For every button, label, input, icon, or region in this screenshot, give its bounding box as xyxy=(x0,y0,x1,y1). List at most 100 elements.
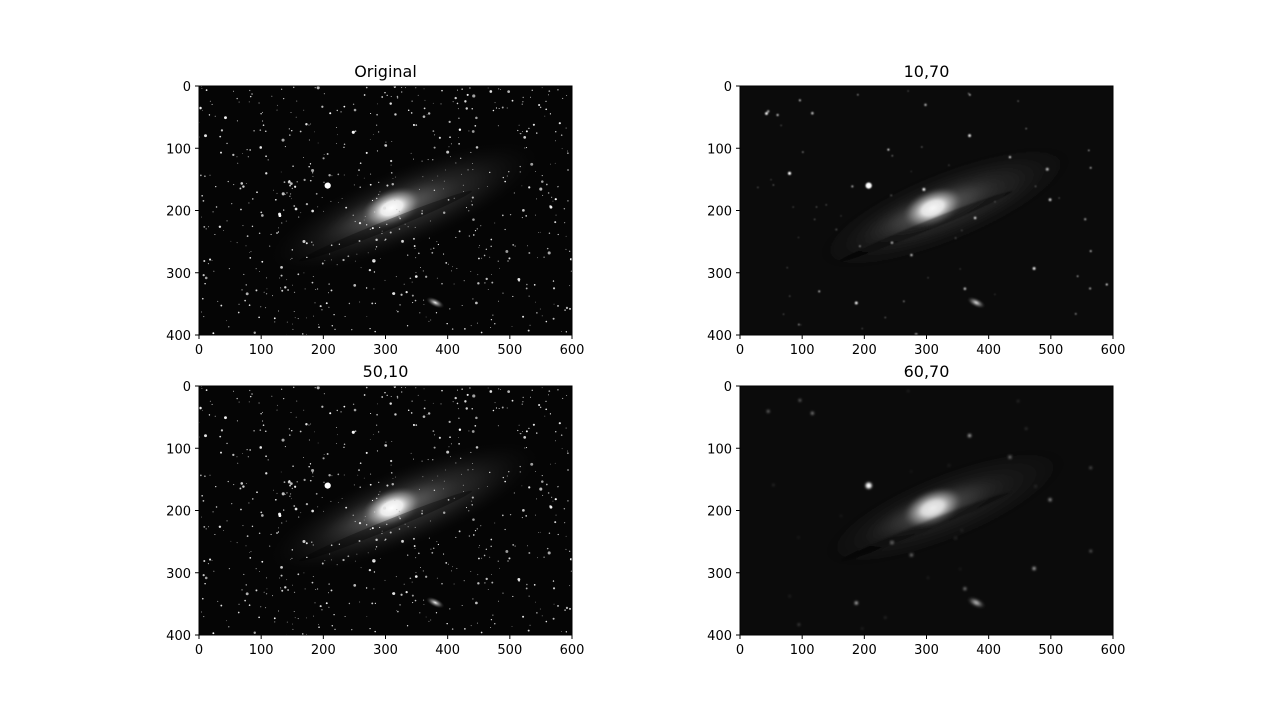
star xyxy=(201,194,204,197)
star xyxy=(329,412,332,415)
star xyxy=(414,299,417,302)
star xyxy=(294,317,296,319)
star xyxy=(330,244,333,247)
star xyxy=(291,487,293,490)
star xyxy=(390,396,392,398)
star xyxy=(461,473,462,475)
star xyxy=(284,586,287,589)
star xyxy=(321,562,324,565)
star xyxy=(347,255,350,258)
star xyxy=(456,102,459,105)
star xyxy=(448,446,450,448)
star xyxy=(378,181,380,183)
star xyxy=(256,491,258,494)
x-tick-label: 400 xyxy=(976,343,1001,358)
star xyxy=(323,454,325,456)
y-tick-label: 0 xyxy=(183,380,191,395)
x-axis: 0 100 200 300 400 500 600 xyxy=(195,335,584,358)
star xyxy=(367,552,369,554)
star xyxy=(565,127,567,129)
star xyxy=(483,554,486,557)
star xyxy=(411,594,414,597)
star xyxy=(564,222,566,224)
star xyxy=(528,595,530,597)
star xyxy=(431,551,434,554)
star xyxy=(364,216,366,217)
star xyxy=(507,560,509,562)
star xyxy=(250,251,252,253)
star xyxy=(281,289,284,292)
star xyxy=(441,89,443,92)
star xyxy=(539,106,542,109)
star xyxy=(217,300,219,302)
star xyxy=(321,497,323,498)
star xyxy=(477,582,480,585)
star xyxy=(280,588,282,590)
star xyxy=(565,606,569,610)
star xyxy=(470,271,472,273)
star xyxy=(425,316,427,318)
star xyxy=(528,486,531,489)
star xyxy=(474,424,477,427)
star xyxy=(468,430,470,432)
star xyxy=(433,547,435,550)
star xyxy=(543,256,545,258)
star xyxy=(305,242,308,245)
star xyxy=(528,186,531,189)
star xyxy=(462,184,464,186)
star xyxy=(270,233,272,236)
star xyxy=(334,628,336,630)
star xyxy=(481,257,483,259)
star xyxy=(477,574,479,576)
y-tick-label: 100 xyxy=(707,142,732,157)
star xyxy=(389,531,392,534)
star xyxy=(358,240,361,242)
star xyxy=(211,260,213,261)
star xyxy=(419,488,420,490)
star xyxy=(969,94,971,96)
star xyxy=(249,149,252,151)
star xyxy=(419,188,420,190)
star xyxy=(495,107,498,109)
star xyxy=(497,300,499,302)
satellite-galaxy xyxy=(426,296,445,309)
star xyxy=(1025,427,1027,430)
star xyxy=(421,212,423,215)
star xyxy=(423,599,425,601)
star xyxy=(433,146,436,149)
star xyxy=(492,314,494,316)
star xyxy=(499,567,500,569)
star xyxy=(560,134,563,136)
y-tick-label: 100 xyxy=(166,442,191,457)
star xyxy=(212,332,215,335)
star xyxy=(276,109,278,111)
star xyxy=(405,87,406,89)
star xyxy=(264,130,267,133)
star xyxy=(1058,197,1060,199)
star xyxy=(215,486,217,488)
star xyxy=(406,325,409,327)
star xyxy=(345,206,348,209)
star xyxy=(288,128,290,130)
star xyxy=(314,302,316,304)
star xyxy=(311,469,315,473)
star xyxy=(433,446,436,449)
star xyxy=(446,150,450,154)
star xyxy=(386,484,389,487)
star xyxy=(423,388,425,390)
star xyxy=(311,281,314,284)
star xyxy=(201,216,203,218)
star xyxy=(959,568,961,570)
star xyxy=(555,214,557,216)
star xyxy=(366,524,368,526)
star xyxy=(396,397,399,399)
star xyxy=(525,287,528,290)
star xyxy=(910,253,913,257)
star xyxy=(506,407,508,409)
star xyxy=(423,407,426,410)
star xyxy=(776,113,779,117)
star xyxy=(565,427,567,429)
star xyxy=(519,465,521,468)
